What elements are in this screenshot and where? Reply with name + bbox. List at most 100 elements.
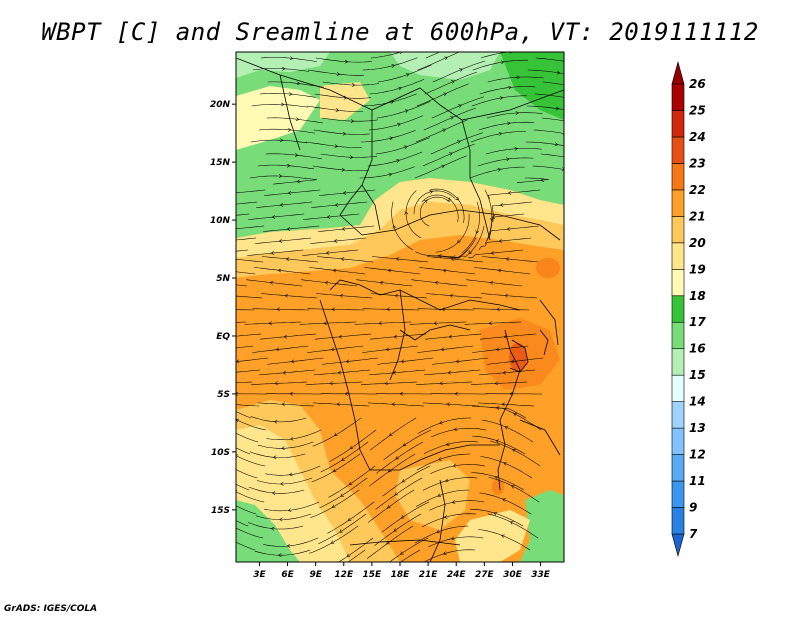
- streamline-arrow: [452, 255, 457, 259]
- streamline: [472, 308, 530, 311]
- streamline: [252, 68, 310, 72]
- streamline-arrow: [515, 111, 520, 115]
- streamline: [236, 237, 257, 241]
- streamline-arrow: [500, 60, 505, 65]
- streamline: [248, 213, 305, 220]
- colorbar-label: 20: [689, 236, 706, 250]
- streamline-arrow: [397, 122, 401, 127]
- colorbar-max-triangle: [671, 60, 685, 85]
- streamline: [362, 345, 419, 353]
- streamline-arrow: [270, 251, 275, 255]
- streamline: [272, 177, 317, 185]
- colorbar-label: 9: [689, 501, 697, 515]
- streamline-arrow: [404, 211, 409, 215]
- lon-tick-label: 27E: [475, 570, 495, 580]
- streamline-arrow: [386, 307, 390, 312]
- streamline-arrow: [271, 491, 276, 495]
- streamline: [377, 357, 434, 365]
- streamline: [320, 441, 369, 473]
- streamline: [369, 79, 425, 95]
- streamline-arrow: [513, 412, 517, 417]
- map-axes: 20N 15N 10N 5N EQ 5S 10S 15S 3E 6E 9E 12E 15E 18E 21E 2…: [210, 100, 551, 580]
- streamline: [313, 369, 371, 376]
- streamline: [258, 369, 316, 376]
- streamline-arrow: [392, 225, 397, 229]
- streamline: [318, 225, 375, 232]
- streamline: [415, 249, 469, 258]
- streamline: [236, 333, 262, 337]
- streamline-arrow: [499, 96, 504, 100]
- streamline: [236, 541, 256, 551]
- streamline-arrow: [279, 517, 283, 522]
- lat-tick-label: 5S: [217, 390, 230, 400]
- colorbar-swatch: [671, 110, 685, 138]
- streamline-arrow: [289, 92, 293, 96]
- streamline: [236, 419, 267, 431]
- streamline-arrow: [398, 86, 402, 91]
- streamline: [359, 166, 415, 179]
- streamline: [252, 345, 309, 353]
- streamline: [428, 536, 484, 548]
- streamline: [419, 267, 476, 275]
- streamline-arrow: [386, 541, 390, 545]
- streamline: [474, 267, 531, 275]
- streamline-arrow: [436, 529, 441, 534]
- streamline: [370, 52, 402, 59]
- streamline-arrow: [345, 359, 350, 364]
- streamline-arrow: [443, 92, 447, 96]
- streamline-arrow: [385, 347, 390, 352]
- streamline: [471, 95, 527, 107]
- streamline: [489, 440, 541, 467]
- streamline-arrow: [337, 370, 342, 375]
- streamline: [423, 441, 479, 454]
- streamline-arrow: [331, 504, 336, 508]
- streamline-arrow: [393, 528, 398, 532]
- streamline-arrow: [556, 70, 561, 75]
- streamline: [367, 151, 423, 167]
- colorbar-label: 17: [689, 315, 706, 329]
- streamline-arrow: [441, 307, 445, 312]
- streamline: [262, 256, 319, 263]
- streamline: [236, 259, 264, 263]
- streamline: [417, 308, 475, 311]
- streamline: [328, 465, 376, 498]
- colorbar-swatch: [671, 216, 685, 244]
- streamline: [256, 201, 313, 208]
- streamline-arrow: [439, 381, 443, 386]
- streamline: [479, 492, 532, 515]
- colorbar-swatch: [671, 374, 685, 402]
- streamline: [266, 117, 323, 124]
- colorbar-label: 12: [689, 448, 706, 462]
- streamline: [527, 69, 564, 74]
- streamline-arrow: [333, 432, 338, 436]
- colorbar-label: 21: [689, 209, 706, 223]
- streamline-arrow: [236, 392, 238, 396]
- streamline: [305, 381, 363, 385]
- streamline-arrow: [449, 152, 453, 156]
- streamline: [236, 520, 249, 527]
- streamline: [236, 345, 254, 349]
- streamline: [472, 345, 529, 353]
- streamline-arrow: [451, 500, 456, 504]
- streamline: [312, 417, 362, 447]
- streamline: [486, 112, 543, 119]
- streamline: [415, 381, 473, 385]
- colorbar-label: 25: [689, 103, 706, 117]
- streamline-arrow: [506, 157, 510, 162]
- streamline-arrow: [449, 293, 454, 298]
- streamline-arrow: [388, 172, 393, 177]
- streamline-arrow: [349, 445, 354, 450]
- streamline-arrow: [280, 138, 284, 143]
- streamline: [329, 429, 377, 462]
- streamline-arrow: [332, 268, 337, 273]
- streamline: [466, 279, 523, 287]
- streamline: [264, 501, 320, 512]
- streamline: [327, 501, 375, 534]
- streamline: [429, 500, 485, 511]
- streamline-arrow: [282, 66, 286, 71]
- lon-tick-label: 18E: [391, 570, 411, 580]
- streamline: [468, 249, 524, 258]
- streamline: [338, 537, 374, 562]
- streamline-arrow: [501, 534, 505, 538]
